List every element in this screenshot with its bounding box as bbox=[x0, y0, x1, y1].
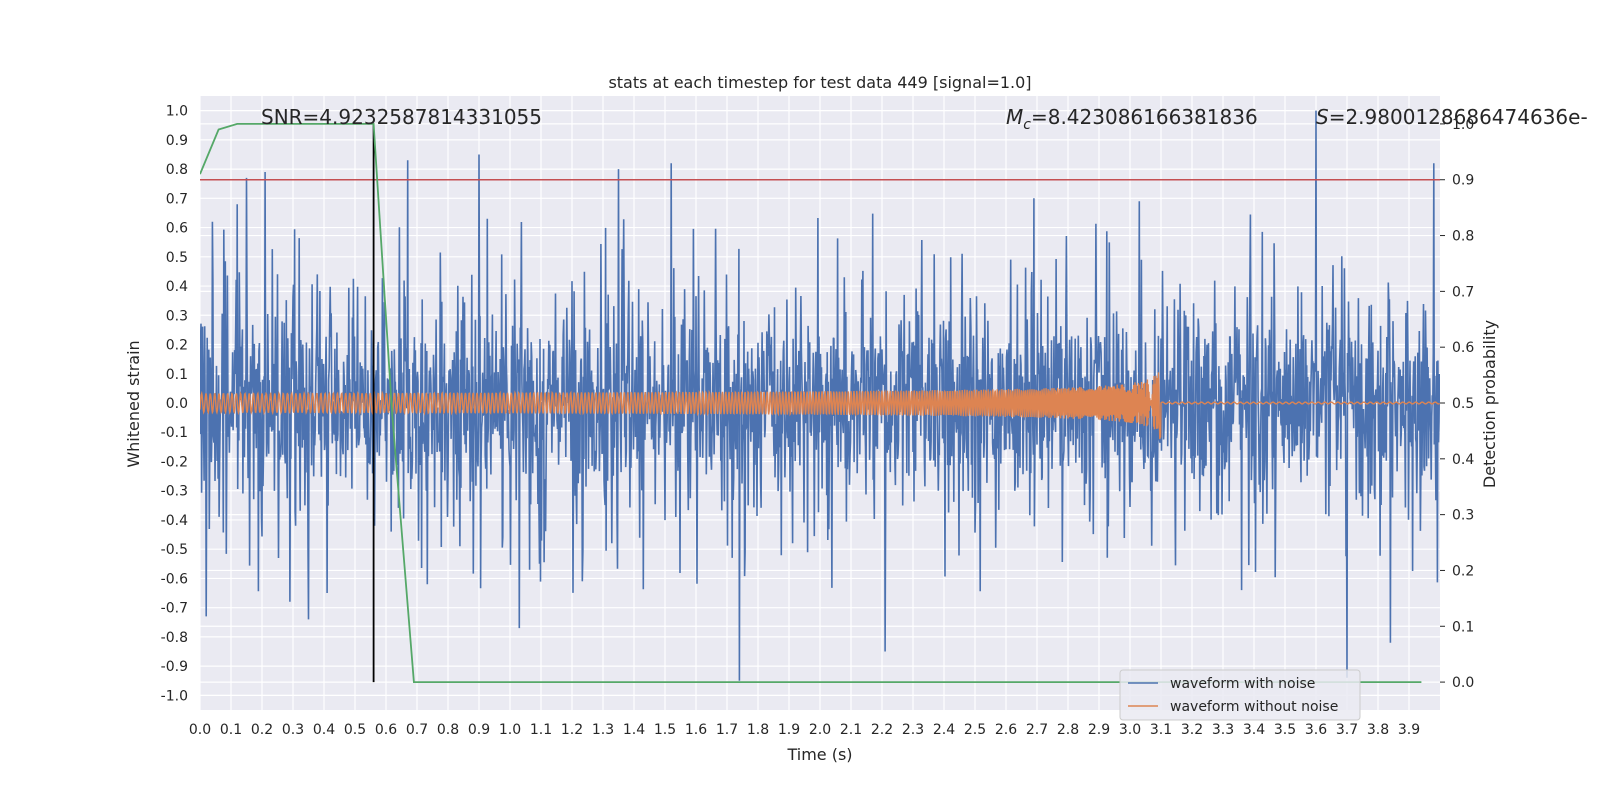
x-tick-label: 3.9 bbox=[1398, 722, 1420, 738]
x-tick-label: 2.4 bbox=[933, 722, 955, 738]
y-tick-label: -0.5 bbox=[161, 542, 188, 558]
y-tick-label: -0.8 bbox=[161, 630, 188, 646]
x-axis-label: Time (s) bbox=[786, 745, 852, 764]
y-right-tick-label: 0.8 bbox=[1452, 229, 1474, 245]
x-tick-label: 0.1 bbox=[220, 722, 242, 738]
y-right-tick-label: 0.1 bbox=[1452, 619, 1474, 635]
x-tick-label: 2.2 bbox=[871, 722, 893, 738]
x-tick-label: 1.4 bbox=[623, 722, 645, 738]
x-tick-label: 3.7 bbox=[1336, 722, 1358, 738]
x-tick-label: 1.2 bbox=[561, 722, 583, 738]
y-tick-label: -0.4 bbox=[161, 513, 188, 529]
y-tick-label: 0.7 bbox=[166, 191, 188, 207]
x-tick-label: 0.8 bbox=[437, 722, 459, 738]
x-tick-label: 2.3 bbox=[902, 722, 924, 738]
y-tick-label: -0.6 bbox=[161, 571, 188, 587]
x-tick-label: 2.1 bbox=[840, 722, 862, 738]
x-tick-label: 0.9 bbox=[468, 722, 490, 738]
s-annotation: S=2.980012868647463​6e- bbox=[1316, 105, 1588, 129]
x-tick-label: 1.7 bbox=[716, 722, 738, 738]
y-right-tick-label: 0.7 bbox=[1452, 284, 1474, 300]
x-tick-label: 1.1 bbox=[530, 722, 552, 738]
y-right-tick-label: 0.0 bbox=[1452, 675, 1474, 691]
y-tick-label: -0.3 bbox=[161, 484, 188, 500]
x-tick-label: 1.8 bbox=[747, 722, 769, 738]
s-symbol: S bbox=[1316, 105, 1329, 129]
mc-annotation: Mc=8.423086166381836 bbox=[1006, 105, 1258, 133]
y-tick-label: 1.0 bbox=[166, 104, 188, 120]
y-right-tick-label: 0.6 bbox=[1452, 340, 1474, 356]
y-tick-label: 0.2 bbox=[166, 338, 188, 354]
x-tick-label: 2.9 bbox=[1088, 722, 1110, 738]
y-right-tick-label: 0.4 bbox=[1452, 452, 1474, 468]
y-ticks-right: 1.0 0.9 0.8 0.7 0.6 0.5 0.4 0.3 0.2 0.1 0.0 bbox=[1440, 117, 1474, 691]
legend-label-noise: waveform with noise bbox=[1170, 676, 1315, 692]
x-tick-label: 2.7 bbox=[1026, 722, 1048, 738]
y-tick-label: 0.3 bbox=[166, 308, 188, 324]
x-tick-label: 0.7 bbox=[406, 722, 428, 738]
chart-title: stats at each timestep for test data 449… bbox=[608, 73, 1031, 92]
y-tick-label: -0.9 bbox=[161, 659, 188, 675]
x-tick-label: 1.3 bbox=[592, 722, 614, 738]
x-tick-label: 3.8 bbox=[1367, 722, 1389, 738]
x-tick-label: 1.9 bbox=[778, 722, 800, 738]
y-tick-label: -0.1 bbox=[161, 425, 188, 441]
x-tick-label: 3.2 bbox=[1181, 722, 1203, 738]
y-tick-label: 0.1 bbox=[166, 367, 188, 383]
legend-box bbox=[1119, 669, 1361, 721]
y-tick-label: -1.0 bbox=[161, 688, 188, 704]
x-tick-label: 2.8 bbox=[1057, 722, 1079, 738]
x-tick-label: 0.6 bbox=[375, 722, 397, 738]
legend: waveform with noise waveform without noi… bbox=[1119, 669, 1361, 721]
x-tick-label: 3.1 bbox=[1150, 722, 1172, 738]
x-tick-label: 3.4 bbox=[1243, 722, 1265, 738]
y-tick-label: 0.8 bbox=[166, 162, 188, 178]
x-ticks: 0.0 0.1 0.2 0.3 0.4 0.5 0.6 0.7 0.8 0.9 1.0 1.1 1.2 1… bbox=[189, 722, 1420, 738]
y-tick-label: -0.7 bbox=[161, 601, 188, 617]
y-right-tick-label: 0.3 bbox=[1452, 508, 1474, 524]
x-tick-label: 3.5 bbox=[1274, 722, 1296, 738]
x-tick-label: 0.4 bbox=[313, 722, 335, 738]
x-tick-label: 3.3 bbox=[1212, 722, 1234, 738]
x-tick-label: 0.0 bbox=[189, 722, 211, 738]
series-waveform-without-noise bbox=[200, 372, 1440, 440]
x-tick-label: 0.5 bbox=[344, 722, 366, 738]
y-right-tick-label: 1.0 bbox=[1452, 117, 1474, 133]
x-tick-label: 2.6 bbox=[995, 722, 1017, 738]
y-right-tick-label: 0.9 bbox=[1452, 173, 1474, 189]
y-tick-label: 0.6 bbox=[166, 221, 188, 237]
y-tick-label: 0.9 bbox=[166, 133, 188, 149]
x-tick-label: 3.6 bbox=[1305, 722, 1327, 738]
y-tick-label: 0.5 bbox=[166, 250, 188, 266]
y-ticks: 1.0 0.9 0.8 0.7 0.6 0.5 0.4 0.3 0.2 0.1 0.0 -0.1 -0.… bbox=[161, 104, 188, 705]
x-tick-label: 3.0 bbox=[1119, 722, 1141, 738]
mc-symbol: M bbox=[1006, 105, 1023, 129]
mc-subscript: c bbox=[1023, 117, 1031, 133]
series-detection-probability bbox=[200, 123, 1422, 683]
y-axis-label-right: Detection probability bbox=[1480, 320, 1499, 488]
snr-annotation: SNR=4.9232587814331055 bbox=[261, 105, 542, 129]
legend-label-clean: waveform without noise bbox=[1170, 699, 1338, 715]
x-tick-label: 1.6 bbox=[685, 722, 707, 738]
y-tick-label: 0.4 bbox=[166, 279, 188, 295]
y-right-tick-label: 0.5 bbox=[1452, 396, 1474, 412]
s-value: =2.980012868647463​6e- bbox=[1329, 105, 1588, 129]
y-axis-label: Whitened strain bbox=[124, 340, 143, 467]
y-tick-label: 0.0 bbox=[166, 396, 188, 412]
mc-value: =8.423086166381836 bbox=[1031, 105, 1258, 129]
x-tick-label: 0.2 bbox=[251, 722, 273, 738]
y-right-tick-label: 0.2 bbox=[1452, 563, 1474, 579]
series-layer bbox=[200, 110, 1440, 683]
x-tick-label: 0.3 bbox=[282, 722, 304, 738]
x-tick-label: 2.0 bbox=[809, 722, 831, 738]
y-tick-label: -0.2 bbox=[161, 454, 188, 470]
x-tick-label: 1.0 bbox=[499, 722, 521, 738]
x-tick-label: 1.5 bbox=[654, 722, 676, 738]
x-tick-label: 2.5 bbox=[964, 722, 986, 738]
